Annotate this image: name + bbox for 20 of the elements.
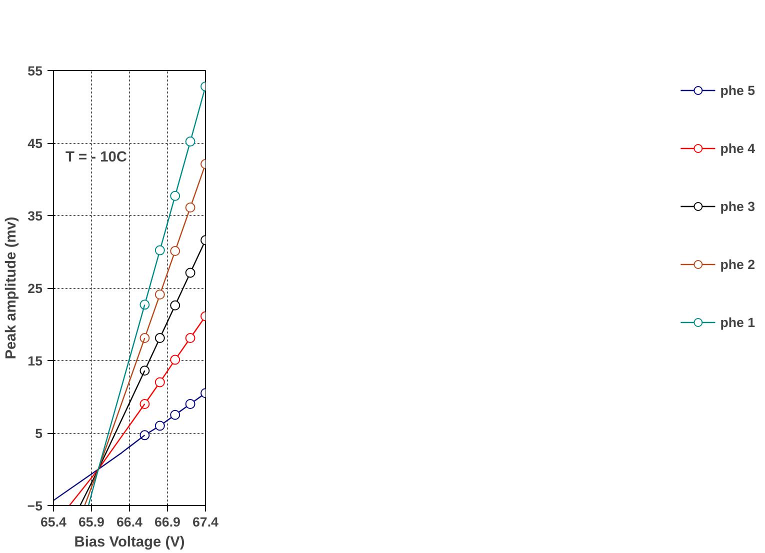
y-tick-label: 5 bbox=[35, 426, 44, 441]
legend-label: phe 5 bbox=[720, 82, 755, 98]
x-tick-label: 65.4 bbox=[40, 514, 68, 530]
y-tick-label: 35 bbox=[28, 208, 44, 224]
legend-label: phe 2 bbox=[720, 256, 755, 272]
x-tick-label: 66.9 bbox=[154, 514, 180, 530]
x-tick-label: 67.4 bbox=[192, 514, 220, 530]
legend-label: phe 4 bbox=[720, 140, 755, 156]
annotation: T = - 10C bbox=[66, 150, 128, 166]
y-tick-label: 55 bbox=[28, 64, 44, 78]
legend-label: phe 1 bbox=[720, 314, 755, 330]
legend-label: phe 3 bbox=[720, 198, 755, 214]
x-tick-label: 65.9 bbox=[78, 514, 104, 530]
y-tick-label: 25 bbox=[28, 281, 44, 296]
y-axis-title: Peak amplitude (mv) bbox=[3, 216, 20, 360]
x-axis-title: Bias Voltage (V) bbox=[74, 534, 185, 550]
y-tick-label: 15 bbox=[28, 354, 44, 368]
y-tick-label: 45 bbox=[28, 136, 44, 151]
y-tick-label: −5 bbox=[27, 498, 44, 514]
x-tick-label: 66.4 bbox=[116, 514, 144, 530]
